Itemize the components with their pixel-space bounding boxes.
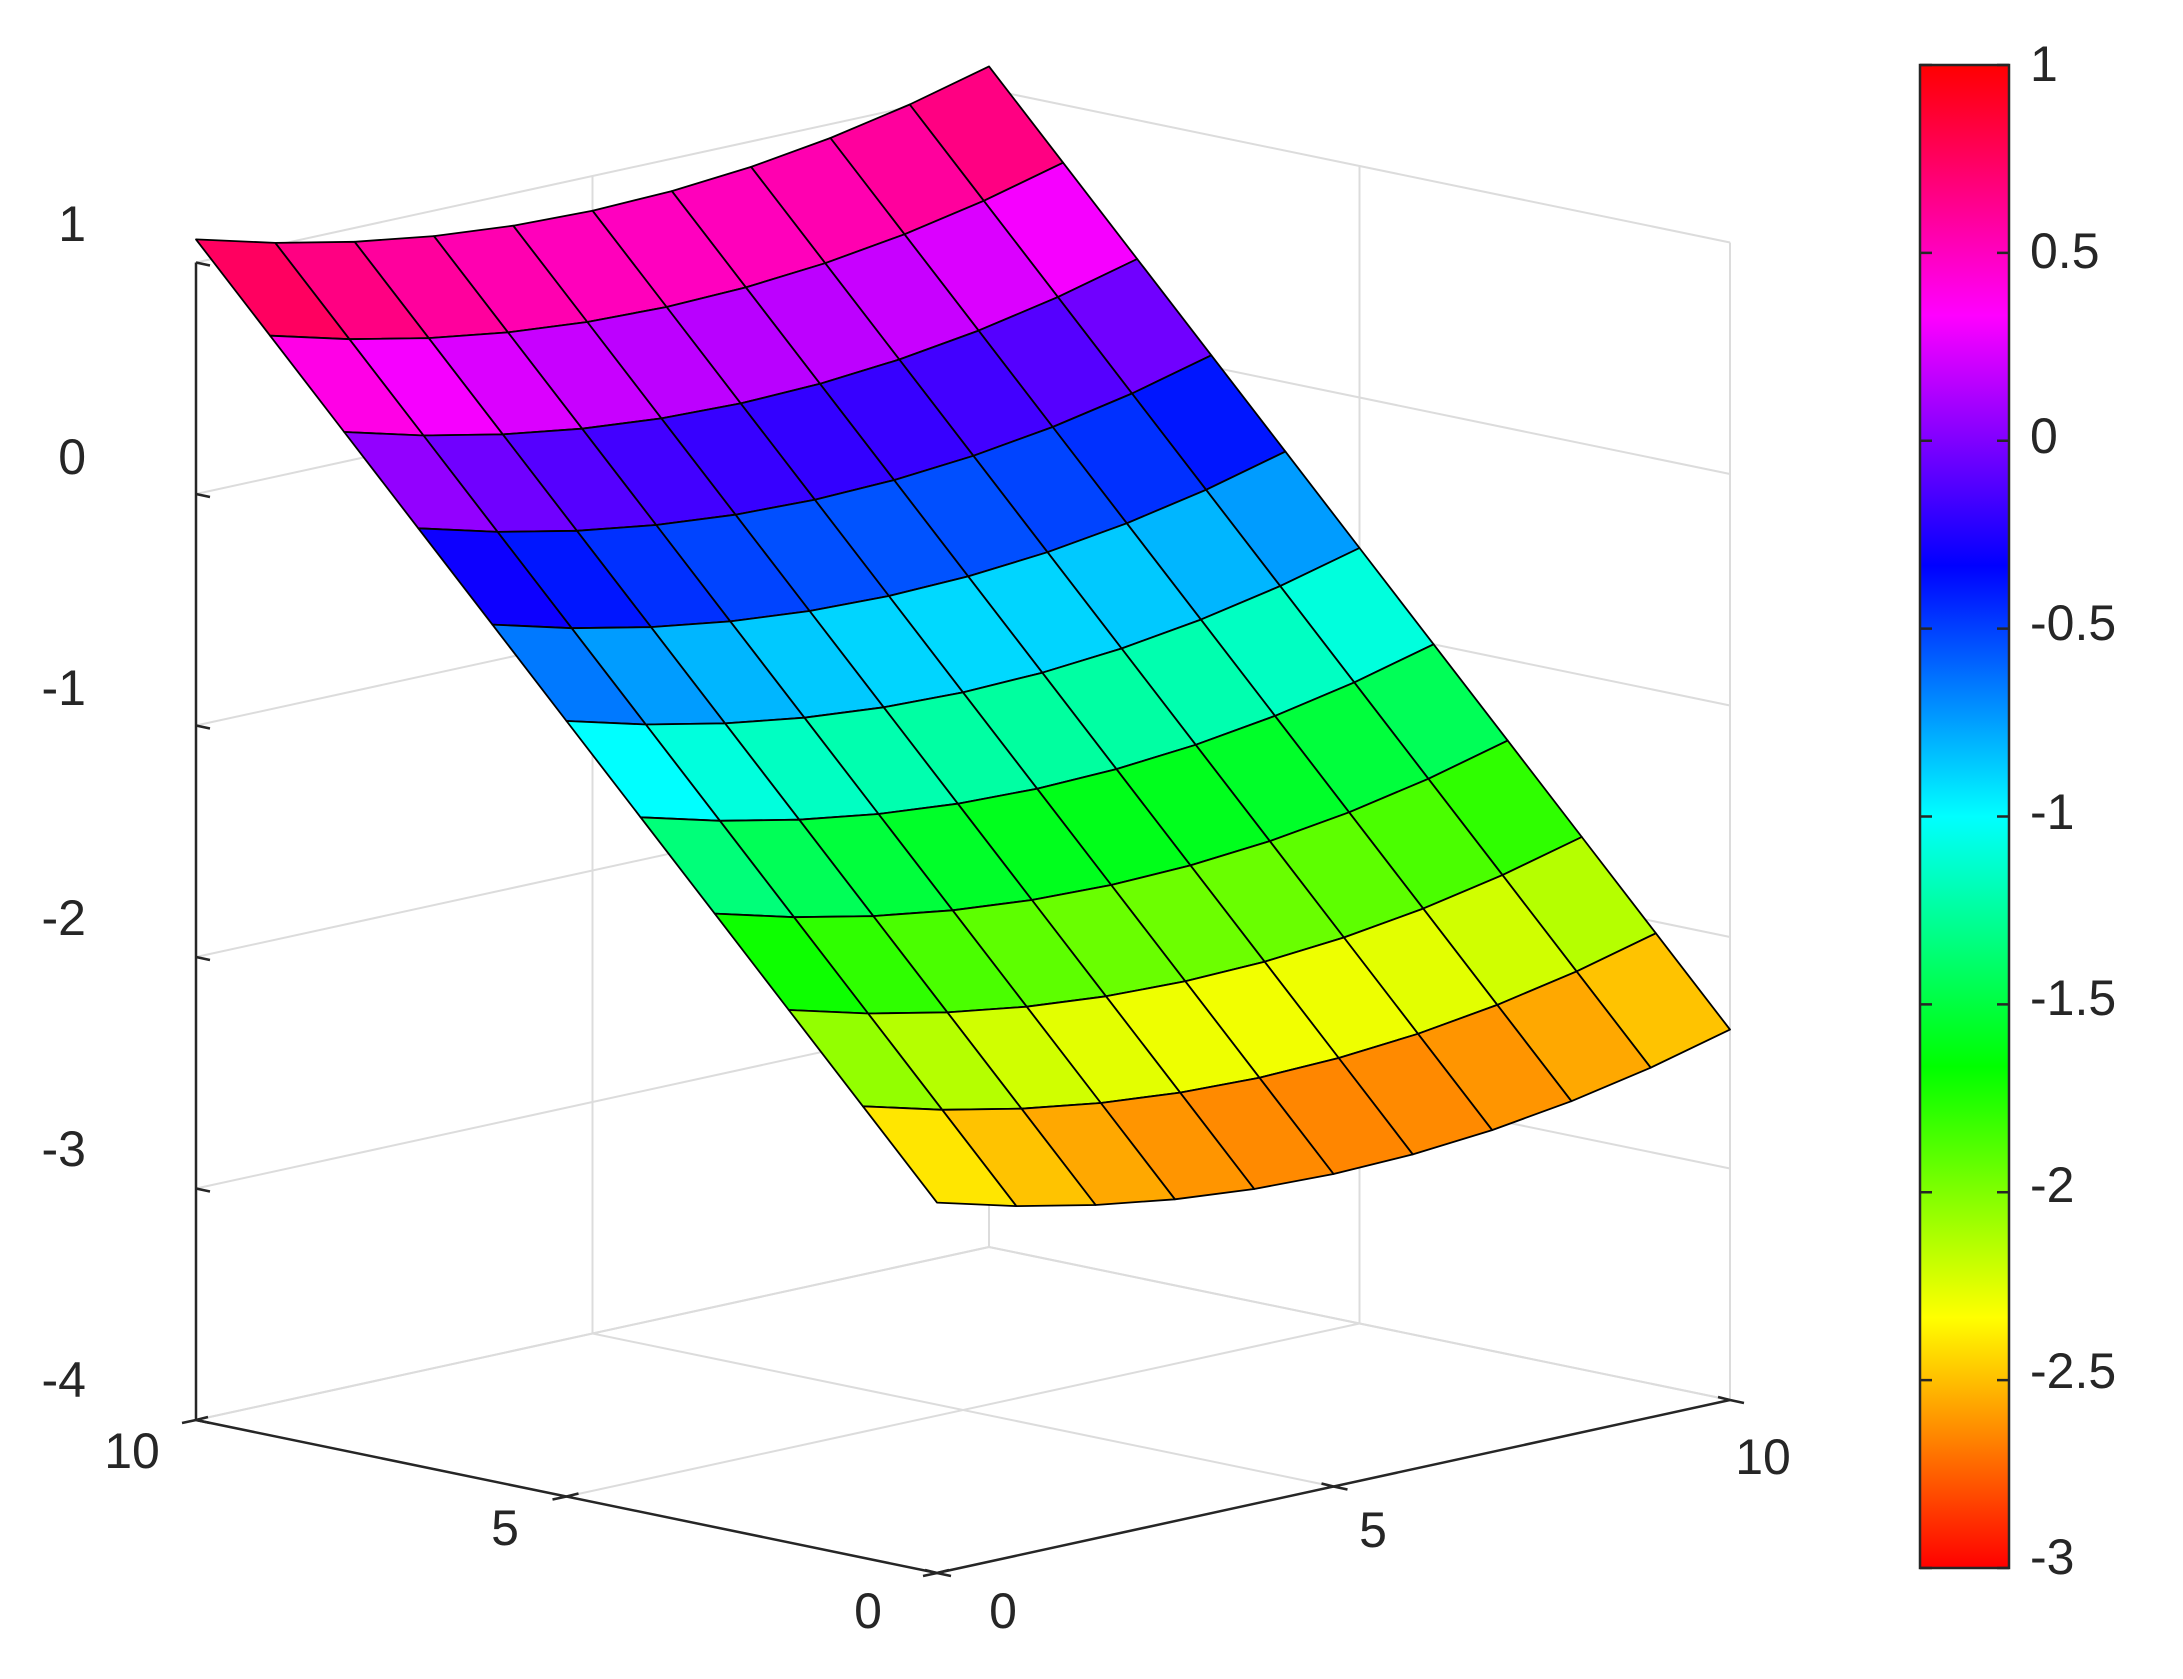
colorbar-tick-label: -2 — [2030, 1157, 2074, 1213]
z-tick-label: -3 — [42, 1121, 86, 1177]
surface-face — [862, 1105, 1018, 1207]
colorbar-ticks — [1920, 63, 2009, 1570]
y-tick — [1321, 1482, 1334, 1488]
colorbar-tick-label: -1 — [2030, 784, 2074, 840]
colorbar-tick-labels: -3 -2.5 -2 -1.5 -1 -0.5 0 0.5 1 — [2030, 36, 2116, 1585]
z-tick-label: 0 — [58, 429, 86, 485]
colorbar-tick-label: -3 — [2030, 1529, 2074, 1585]
y-tick-outer — [936, 1571, 952, 1578]
x-floor-grid-line — [566, 1322, 1360, 1498]
surface-mesh — [195, 65, 1731, 1207]
z-tick — [195, 492, 211, 499]
z-tick — [195, 955, 211, 962]
colorbar-tick-label: -0.5 — [2030, 595, 2116, 651]
x-floor-grid-line — [195, 1246, 990, 1421]
colorbar-tick-label: 0.5 — [2030, 223, 2100, 279]
x-tick-outer — [181, 1418, 197, 1425]
y-tick-label: 0 — [989, 1583, 1017, 1639]
colorbar-tick-label: 1 — [2030, 36, 2058, 92]
colorbar-tick-label: -2.5 — [2030, 1343, 2116, 1399]
z-tick-label: 1 — [58, 196, 86, 252]
x-tick-label: 0 — [854, 1583, 882, 1639]
z-tick — [195, 261, 211, 267]
x-tick — [195, 1415, 209, 1422]
x-tick-label: 5 — [491, 1500, 519, 1556]
x-tick — [566, 1492, 579, 1498]
y-tick-label: 10 — [1735, 1429, 1791, 1485]
y-tick — [924, 1568, 938, 1575]
x-tick-outer — [552, 1495, 567, 1501]
y-axis-ticks: 0 5 10 — [989, 1429, 1791, 1639]
z-tick-label: -1 — [42, 660, 86, 716]
y-tick-outer — [1333, 1485, 1348, 1491]
z-tick-label: -4 — [42, 1352, 86, 1408]
colorbar-gradient — [1920, 65, 2009, 1568]
colorbar-tick-label: 0 — [2030, 408, 2058, 464]
z-grid-line — [195, 1245, 1731, 1421]
colorbar-tick-label: -1.5 — [2030, 970, 2116, 1026]
z-tick — [195, 724, 211, 730]
x-axis-ticks: 0 5 10 — [104, 1423, 882, 1639]
z-tick-label: -2 — [42, 890, 86, 946]
y-tick-outer — [1729, 1398, 1745, 1405]
axes — [181, 261, 1745, 1578]
colorbar: -3 -2.5 -2 -1.5 -1 -0.5 0 0.5 1 — [1918, 36, 2116, 1585]
y-tick — [1717, 1395, 1731, 1402]
z-tick — [195, 1187, 211, 1193]
y-tick-label: 5 — [1359, 1502, 1387, 1558]
x-tick-label: 10 — [104, 1423, 160, 1479]
z-axis-ticks: -4 -3 -2 -1 0 1 — [42, 196, 86, 1408]
